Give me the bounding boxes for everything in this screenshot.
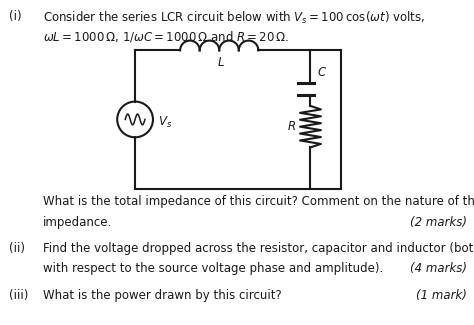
Text: $L$: $L$ [217, 56, 225, 69]
Text: What is the power drawn by this circuit?: What is the power drawn by this circuit? [43, 289, 282, 302]
Text: (iii): (iii) [9, 289, 28, 302]
Text: $\omega L = 1000\,\Omega$, $1/\omega C = 1000\,\Omega$ and $R = 20\,\Omega$.: $\omega L = 1000\,\Omega$, $1/\omega C =… [43, 29, 289, 44]
Text: $R$: $R$ [287, 120, 296, 133]
Text: impedance.: impedance. [43, 216, 112, 229]
Text: with respect to the source voltage phase and amplitude).: with respect to the source voltage phase… [43, 262, 383, 275]
Text: (2 marks): (2 marks) [410, 216, 467, 229]
Text: (4 marks): (4 marks) [410, 262, 467, 275]
Text: $V_s$: $V_s$ [158, 115, 172, 130]
Text: What is the total impedance of this circuit? Comment on the nature of this: What is the total impedance of this circ… [43, 195, 474, 208]
Text: (i): (i) [9, 10, 21, 23]
Text: Find the voltage dropped across the resistor, capacitor and inductor (both phase: Find the voltage dropped across the resi… [43, 242, 474, 255]
Text: $C$: $C$ [317, 66, 327, 79]
Text: Consider the series LCR circuit below with $V_s = 100\,\mathrm{cos}(\omega t)$ v: Consider the series LCR circuit below wi… [43, 10, 425, 26]
Text: (ii): (ii) [9, 242, 25, 255]
Text: (1 mark): (1 mark) [416, 289, 467, 302]
